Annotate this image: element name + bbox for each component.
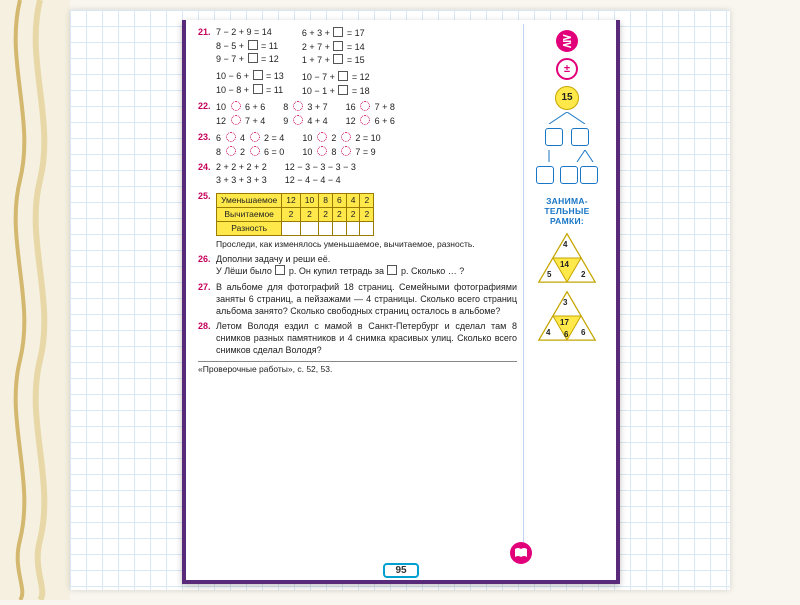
problem-22: 22. 10 6 + 6 12 7 + 4 8 3 + 7 9 4 + 4 16 — [198, 101, 517, 127]
problem-number: 23. — [198, 132, 216, 158]
equation: 12 − 3 − 3 − 3 − 3 — [285, 162, 356, 174]
tree-box — [536, 166, 554, 184]
equation: 10 6 + 6 — [216, 101, 265, 114]
problem-number: 22. — [198, 101, 216, 127]
problem-23: 23. 6 4 2 = 4 8 2 6 = 0 10 2 2 = 10 10 8… — [198, 132, 517, 158]
tree-box — [545, 128, 563, 146]
equation: 10 − 8 + = 11 — [216, 84, 284, 97]
equation: 12 6 + 6 — [346, 115, 395, 128]
book-icon — [510, 542, 532, 564]
subtraction-table: Уменьшаемое 12 10 8 6 4 2 Вычитаемое 2 2… — [216, 193, 374, 236]
problem-24: 24. 2 + 2 + 2 + 2 3 + 3 + 3 + 3 12 − 3 −… — [198, 162, 517, 186]
equation: 6 4 2 = 4 — [216, 132, 284, 145]
equation: 2 + 7 + = 14 — [302, 41, 370, 54]
left-decoration — [0, 0, 70, 600]
equation: 10 − 1 + = 18 — [302, 85, 370, 98]
table-header: Вычитаемое — [217, 207, 282, 221]
tree-box — [571, 128, 589, 146]
triangle-puzzle-2: 3 17 4 6 6 — [528, 290, 606, 342]
table-header: Разность — [217, 221, 282, 235]
main-column: 21. 7 − 2 + 9 = 14 8 − 5 + = 11 9 − 7 + … — [196, 24, 523, 562]
problem-text: Дополни задачу и реши её.У Лёши было р. … — [216, 254, 464, 277]
page-footer: 95 — [186, 563, 616, 578]
tree-box — [580, 166, 598, 184]
tree-lines — [537, 150, 597, 162]
problem-number: 24. — [198, 162, 216, 186]
problem-number: 21. — [198, 27, 216, 97]
equation: 2 + 2 + 2 + 2 — [216, 162, 267, 174]
problem-number: 28. — [198, 321, 216, 356]
table-header: Уменьшаемое — [217, 193, 282, 207]
compare-icon: ⋛ — [556, 30, 578, 52]
equation: 10 − 7 + = 12 — [302, 71, 370, 84]
plusminus-icon: ± — [556, 58, 578, 80]
equation: 1 + 7 + = 15 — [302, 54, 370, 67]
equation: 9 − 7 + = 12 — [216, 53, 284, 66]
problem-text: В альбоме для фотографий 18 страниц. Сем… — [216, 282, 517, 317]
equation: 7 − 2 + 9 = 14 — [216, 27, 284, 39]
problem-number: 27. — [198, 282, 216, 317]
equation: 3 + 3 + 3 + 3 — [216, 175, 267, 187]
equation: 12 − 4 − 4 − 4 — [285, 175, 356, 187]
equation: 16 7 + 8 — [346, 101, 395, 114]
problem-number: 26. — [198, 254, 216, 278]
problem-21: 21. 7 − 2 + 9 = 14 8 − 5 + = 11 9 − 7 + … — [198, 27, 517, 97]
equation: 8 − 5 + = 11 — [216, 40, 284, 53]
side-column: ⋛ ± 15 ЗАНИМА- ТЕЛЬНЫЕ РАМКИ: — [523, 24, 606, 562]
problem-text: Летом Володя ездил с мамой в Санкт-Петер… — [216, 321, 517, 356]
equation: 10 − 6 + = 13 — [216, 70, 284, 83]
problem-26: 26. Дополни задачу и реши её.У Лёши было… — [198, 254, 517, 278]
tree-box — [560, 166, 578, 184]
wave-decoration — [0, 0, 70, 600]
equation: 8 2 6 = 0 — [216, 146, 284, 159]
footer-reference: «Проверочные работы», с. 52, 53. — [198, 361, 517, 374]
problem-number: 25. — [198, 191, 216, 250]
equation: 8 3 + 7 — [283, 101, 327, 114]
equation: 6 + 3 + = 17 — [302, 27, 370, 40]
problem-25: 25. Уменьшаемое 12 10 8 6 4 2 Вычитаемое… — [198, 191, 517, 250]
tree-root: 15 — [555, 86, 579, 110]
problem-27: 27. В альбоме для фотографий 18 страниц.… — [198, 282, 517, 317]
equation: 10 8 7 = 9 — [302, 146, 380, 159]
side-title: ЗАНИМА- ТЕЛЬНЫЕ РАМКИ: — [528, 196, 606, 226]
equation: 9 4 + 4 — [283, 115, 327, 128]
equation: 12 7 + 4 — [216, 115, 265, 128]
tree-lines — [537, 112, 597, 124]
problem-note: Проследи, как изменялось уменьшаемое, вы… — [216, 239, 517, 250]
problem-28: 28. Летом Володя ездил с мамой в Санкт-П… — [198, 321, 517, 356]
equation: 10 2 2 = 10 — [302, 132, 380, 145]
page-number: 95 — [383, 563, 418, 578]
textbook-page: 21. 7 − 2 + 9 = 14 8 − 5 + = 11 9 − 7 + … — [182, 20, 620, 584]
number-tree: 15 — [528, 86, 606, 186]
triangle-puzzle-1: 4 14 5 2 — [528, 232, 606, 284]
